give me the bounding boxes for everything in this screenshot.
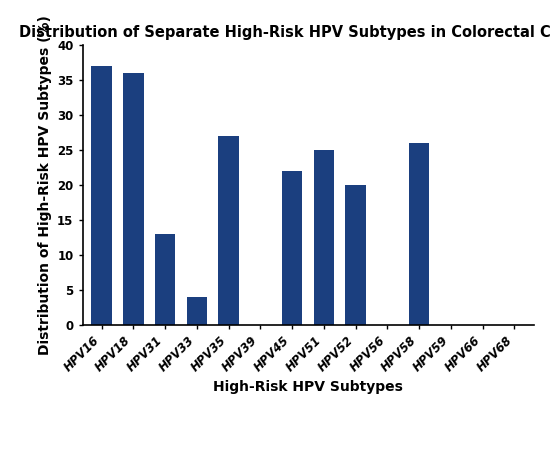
Y-axis label: Distribution of High-Risk HPV Subtypes (%): Distribution of High-Risk HPV Subtypes (… [37,15,52,355]
Bar [186,297,207,325]
Bar [345,185,366,325]
Bar [155,234,175,325]
Bar [409,143,430,325]
Bar [282,171,303,325]
Bar [123,73,144,325]
Bar [91,66,112,325]
Bar [314,150,334,325]
X-axis label: High-Risk HPV Subtypes: High-Risk HPV Subtypes [213,380,403,394]
Bar [218,136,239,325]
Title: Distribution of Separate High-Risk HPV Subtypes in Colorectal Cancer: Distribution of Separate High-Risk HPV S… [19,25,550,40]
